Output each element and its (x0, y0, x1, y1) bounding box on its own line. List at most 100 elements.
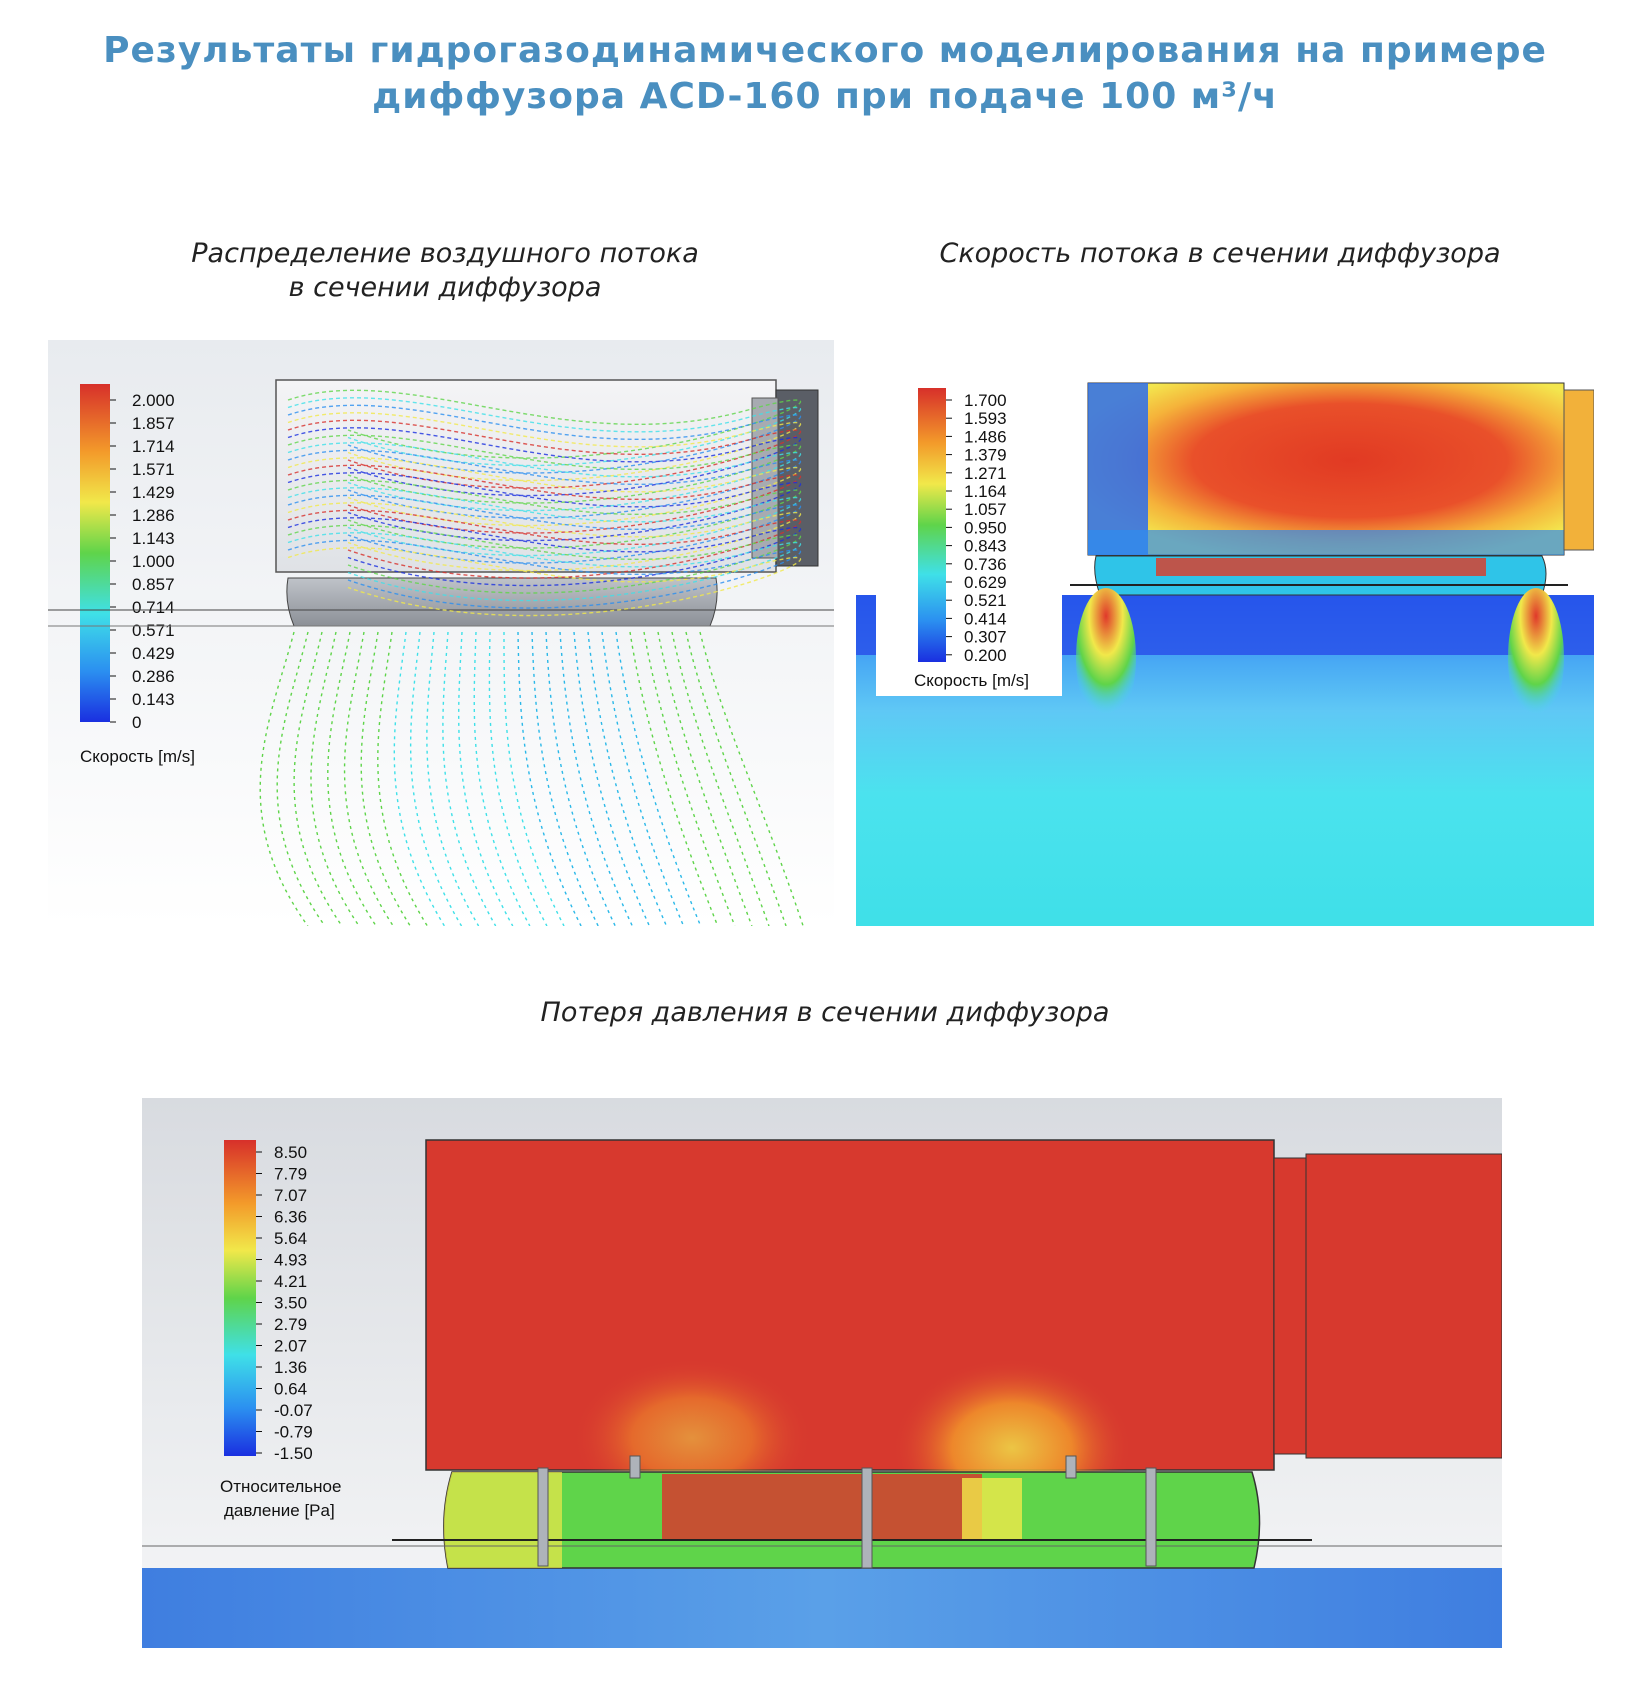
pressure-caption: Потеря давления в сечении диффузора (540, 997, 1110, 1028)
airflow-legend-label: 0.286 (132, 667, 175, 686)
page-title-line1: Результаты гидрогазодинамического модели… (103, 30, 1547, 71)
pressure-svg: 8.50 7.79 7.07 6.36 5.64 4.93 4.21 3.50 2.79 2.07… (142, 1098, 1502, 1648)
airflow-legend-label: 1.429 (132, 483, 175, 502)
pressure-legend-label: 4.93 (274, 1251, 307, 1270)
velocity-legend-label: 0.521 (964, 591, 1007, 610)
velocity-svg: 1.7001.5931.4861.3791.2711.1641.0570.950… (856, 340, 1594, 926)
streamline-outflow (327, 631, 377, 926)
airflow-legend-label: 1.000 (132, 552, 175, 571)
velocity-panel: 1.700 1.593 1.486 1.379 1.271 1.164 1.057 0.950… (856, 340, 1594, 926)
pressure-panel: 8.50 7.79 7.07 6.36 5.64 4.93 4.21 3.50 2.79 2.07… (142, 1098, 1502, 1648)
airflow-legend-label: 1.143 (132, 529, 175, 548)
velocity-legend-label: 0.200 (964, 646, 1007, 665)
streamline-outflow (410, 631, 463, 926)
airflow-caption-line1: Распределение воздушного потока (191, 238, 699, 269)
streamline-outflow (657, 631, 753, 926)
pressure-room (142, 1568, 1502, 1648)
pressure-legend-label: 2.07 (274, 1337, 307, 1356)
pressure-legend-title-line2: давление [Pa] (224, 1501, 335, 1520)
velocity-legend-label: 0.629 (964, 573, 1007, 592)
pressure-legend-bar (224, 1140, 256, 1456)
pressure-legend-label: -0.79 (274, 1423, 313, 1442)
pressure-inlet (1305, 1153, 1502, 1459)
streamline-outflow (360, 631, 411, 926)
velocity-inlet (1563, 389, 1594, 551)
velocity-caption: Скорость потока в сечении диффузора (939, 238, 1501, 269)
jet-left (1076, 588, 1136, 728)
velocity-legend-label: 0.307 (964, 628, 1007, 647)
velocity-legend-label: 1.486 (964, 427, 1007, 446)
velocity-legend-label: 0.414 (964, 609, 1007, 628)
velocity-legend-label: 1.593 (964, 409, 1007, 428)
streamline-outflow (343, 631, 394, 926)
pressure-plate-center (662, 1474, 982, 1540)
airflow-legend-label: 0 (132, 713, 141, 732)
velocity-legend-label: 0.843 (964, 537, 1007, 556)
velocity-housing-bottom (1088, 530, 1564, 555)
pressure-collar (1273, 1157, 1307, 1455)
velocity-plate-jet (1156, 558, 1486, 576)
pressure-legend-label: 4.21 (274, 1272, 307, 1291)
pressure-legend-label: 5.64 (274, 1229, 307, 1248)
airflow-legend-label: 1.714 (132, 437, 175, 456)
streamline-outflow (393, 631, 446, 926)
velocity-legend-label: 0.736 (964, 555, 1007, 574)
airflow-legend-title: Скорость [m/s] (80, 747, 195, 766)
streamline-outflow (699, 631, 804, 926)
pressure-legend-label: 3.50 (274, 1294, 307, 1313)
pressure-legend-label: 2.79 (274, 1315, 307, 1334)
pressure-legend-label: 7.79 (274, 1165, 307, 1184)
velocity-housing-left (1088, 383, 1148, 555)
jet-right (1508, 588, 1564, 728)
airflow-legend-label: 0.143 (132, 690, 175, 709)
pressure-legend: 8.50 7.79 7.07 6.36 5.64 4.93 4.21 3.50 2.79 2.07… (256, 1143, 313, 1463)
streamline-outflow (276, 631, 326, 926)
page-title-line2: диффузора ACD-160 при подаче 100 м³/ч (372, 76, 1278, 117)
airflow-panel: 2.000 1.857 1.714 1.571 1.429 1.286 1.143 1.000… (48, 340, 834, 926)
pressure-bolts (537, 1455, 1157, 1569)
pressure-legend-title-line1: Относительное (220, 1477, 341, 1496)
streamline-outflow (426, 631, 480, 926)
airflow-legend-label: 0.571 (132, 621, 175, 640)
streamline-outflow (671, 631, 770, 926)
pressure-legend-label: -0.07 (274, 1401, 313, 1420)
airflow-svg: 2.000 1.857 1.714 1.571 1.429 1.286 1.143 1.000… (48, 340, 834, 926)
airflow-legend-label: 0.714 (132, 598, 175, 617)
velocity-legend-box (876, 366, 1062, 696)
pressure-legend-label: 6.36 (274, 1208, 307, 1227)
streamline-outflow (293, 631, 343, 926)
streamline-outflow (615, 631, 702, 926)
streamline-outflow (643, 631, 736, 926)
velocity-housing (1087, 382, 1565, 556)
diffuser-housing (275, 379, 777, 573)
pressure-legend-label: 1.36 (274, 1358, 307, 1377)
streamline-outflow (473, 631, 531, 926)
airflow-legend-label: 0.857 (132, 575, 175, 594)
velocity-legend: 1.7001.5931.4861.3791.2711.1641.0570.950… (946, 391, 1007, 665)
airflow-caption-line2: в сечении диффузора (288, 272, 602, 303)
pressure-plate-mid (962, 1478, 1022, 1540)
velocity-legend-label: 1.057 (964, 500, 1007, 519)
velocity-legend-title: Скорость [m/s] (914, 671, 1029, 690)
airflow-legend: 2.000 1.857 1.714 1.571 1.429 1.286 1.143 1.000… (110, 391, 175, 732)
pressure-legend-label: 0.64 (274, 1380, 307, 1399)
velocity-legend-label: 0.950 (964, 518, 1007, 537)
velocity-legend-label: 1.379 (964, 446, 1007, 465)
pressure-housing (425, 1139, 1275, 1471)
streamline-outflow (310, 631, 360, 926)
streamline-outflow (442, 631, 497, 926)
airflow-legend-bar (80, 384, 110, 722)
airflow-caption: Распределение воздушного потока в сечени… (150, 237, 740, 305)
airflow-legend-label: 1.286 (132, 506, 175, 525)
streamlines-outflow (259, 631, 804, 926)
pressure-legend-label: 8.50 (274, 1143, 307, 1162)
streamline-outflow (458, 631, 514, 926)
airflow-legend-label: 0.429 (132, 644, 175, 663)
streamline-outflow (377, 631, 428, 926)
velocity-legend-label: 1.271 (964, 464, 1007, 483)
pressure-plate-left (443, 1472, 562, 1568)
airflow-legend-label: 2.000 (132, 391, 175, 410)
airflow-legend-label: 1.857 (132, 414, 175, 433)
velocity-legend-label: 1.700 (964, 391, 1007, 410)
velocity-legend-label: 1.164 (964, 482, 1007, 501)
